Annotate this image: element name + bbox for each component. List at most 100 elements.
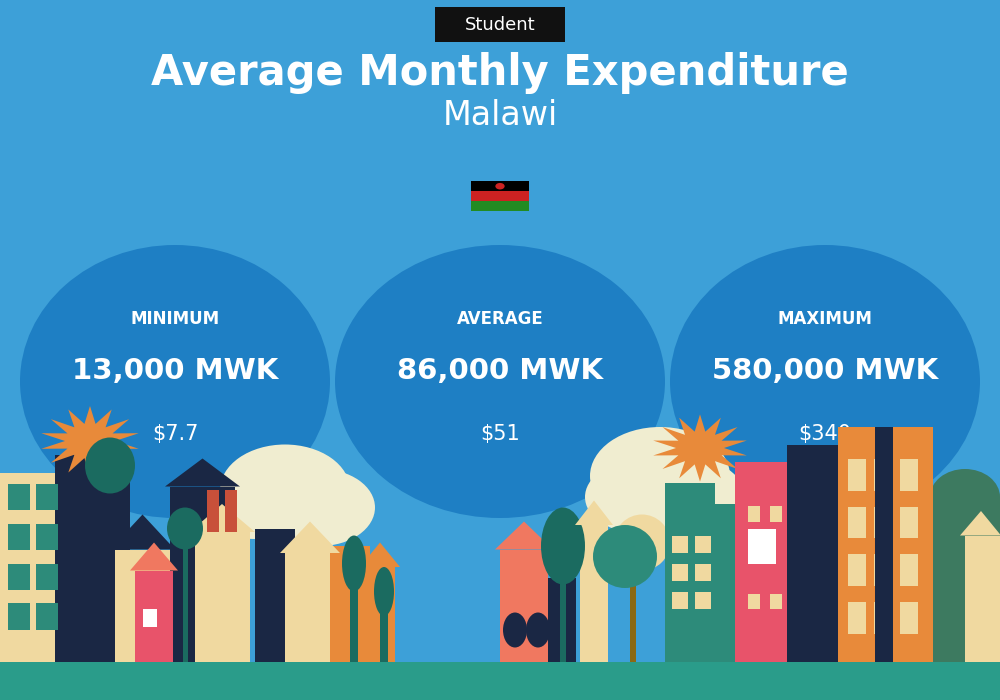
Text: $7.7: $7.7	[152, 424, 198, 444]
Circle shape	[635, 458, 745, 536]
Bar	[672, 592, 688, 609]
Bar	[471, 181, 529, 191]
Bar	[965, 536, 1000, 662]
Bar	[735, 462, 790, 662]
Bar	[930, 497, 1000, 662]
Bar	[205, 595, 217, 609]
Ellipse shape	[526, 612, 550, 648]
Bar	[874, 459, 892, 491]
Bar	[848, 602, 866, 634]
Ellipse shape	[20, 245, 330, 518]
Circle shape	[590, 427, 730, 525]
Bar	[875, 427, 893, 662]
Bar	[548, 578, 576, 662]
Ellipse shape	[930, 469, 1000, 525]
Polygon shape	[575, 500, 613, 525]
Ellipse shape	[85, 438, 135, 494]
Bar	[900, 602, 918, 634]
Bar	[380, 578, 388, 662]
Bar	[848, 554, 866, 586]
Bar	[630, 550, 636, 662]
Text: $340: $340	[798, 424, 852, 444]
Bar	[255, 528, 295, 662]
Bar	[330, 546, 370, 662]
Bar	[710, 504, 735, 662]
Bar	[838, 427, 933, 662]
Polygon shape	[280, 522, 340, 553]
Text: 86,000 MWK: 86,000 MWK	[397, 357, 603, 385]
Bar	[285, 553, 335, 662]
Bar	[8, 524, 30, 550]
Bar	[560, 546, 566, 662]
Bar	[500, 550, 548, 662]
Text: $51: $51	[480, 424, 520, 444]
Ellipse shape	[593, 525, 657, 588]
Bar	[135, 570, 173, 662]
Text: MINIMUM: MINIMUM	[130, 309, 220, 328]
Ellipse shape	[335, 245, 665, 518]
Bar	[36, 524, 58, 550]
Bar	[695, 536, 711, 553]
Bar	[471, 191, 529, 201]
Bar	[0, 662, 1000, 700]
Bar	[900, 459, 918, 491]
Bar	[900, 554, 918, 586]
Bar	[8, 564, 30, 590]
Polygon shape	[960, 511, 1000, 536]
Bar	[695, 592, 711, 609]
Ellipse shape	[541, 508, 585, 584]
Polygon shape	[130, 542, 178, 570]
Text: Student: Student	[465, 15, 535, 34]
Polygon shape	[360, 542, 400, 567]
Bar	[0, 473, 75, 662]
Circle shape	[265, 469, 375, 546]
Ellipse shape	[503, 612, 527, 648]
FancyBboxPatch shape	[435, 7, 565, 42]
Ellipse shape	[614, 514, 670, 570]
Bar	[848, 459, 866, 491]
Bar	[874, 602, 892, 634]
Bar	[471, 201, 529, 211]
Bar	[195, 532, 250, 662]
Bar	[695, 564, 711, 581]
Bar	[143, 609, 157, 626]
Polygon shape	[190, 504, 255, 532]
Bar	[665, 483, 715, 662]
Polygon shape	[653, 414, 747, 482]
Bar	[36, 564, 58, 590]
Bar	[207, 490, 219, 532]
Bar	[748, 506, 760, 522]
Bar	[225, 490, 237, 532]
Bar	[672, 564, 688, 581]
Bar	[36, 484, 58, 510]
Text: Student: Student	[465, 15, 535, 34]
Bar	[770, 594, 782, 609]
Text: 580,000 MWK: 580,000 MWK	[712, 357, 938, 385]
Bar	[580, 525, 608, 662]
Ellipse shape	[167, 508, 203, 550]
Bar	[900, 507, 918, 538]
Text: AVERAGE: AVERAGE	[457, 309, 543, 328]
Polygon shape	[165, 458, 240, 486]
Bar	[170, 486, 235, 662]
Circle shape	[210, 476, 300, 539]
Circle shape	[585, 462, 685, 532]
Ellipse shape	[670, 245, 980, 518]
Bar	[874, 507, 892, 538]
Polygon shape	[110, 514, 175, 550]
Text: 13,000 MWK: 13,000 MWK	[72, 357, 278, 385]
Circle shape	[220, 444, 350, 536]
FancyBboxPatch shape	[435, 7, 565, 42]
Bar	[115, 550, 170, 662]
Bar	[787, 444, 842, 662]
Bar	[874, 554, 892, 586]
Ellipse shape	[374, 567, 394, 616]
Bar	[8, 603, 30, 630]
Text: Average Monthly Expenditure: Average Monthly Expenditure	[151, 52, 849, 94]
Bar	[55, 455, 130, 662]
Circle shape	[495, 183, 505, 190]
Bar	[8, 484, 30, 510]
Text: Malawi: Malawi	[442, 99, 558, 132]
Bar	[748, 594, 760, 609]
Polygon shape	[495, 522, 553, 550]
